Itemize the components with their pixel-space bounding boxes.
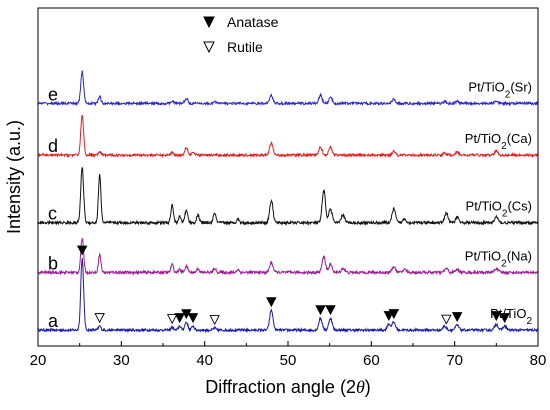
series-c-name: Pt/TiO2(Cs) bbox=[466, 199, 532, 220]
series-a-letter: a bbox=[48, 311, 59, 331]
series-e-letter: e bbox=[48, 84, 58, 104]
legend-rutile-label: Rutile bbox=[227, 39, 263, 55]
anatase-marker bbox=[315, 305, 326, 316]
x-tick-label: 80 bbox=[530, 352, 547, 369]
x-tick-label: 40 bbox=[196, 352, 213, 369]
rutile-marker bbox=[94, 313, 105, 324]
traces-layer bbox=[37, 70, 539, 334]
anatase-marker bbox=[187, 313, 199, 324]
x-axis-ticks: 20 30 40 50 60 70 80 bbox=[30, 341, 547, 369]
series-d-letter: d bbox=[48, 136, 58, 156]
phase-markers-layer bbox=[76, 245, 510, 326]
anatase-marker bbox=[388, 309, 400, 320]
y-axis-label: Intensity (a.u.) bbox=[4, 120, 24, 234]
rutile-marker bbox=[166, 314, 178, 325]
series-b-letter: b bbox=[48, 253, 58, 273]
anatase-marker bbox=[76, 245, 88, 256]
legend: Anatase Rutile bbox=[203, 14, 279, 55]
series-a-line bbox=[37, 257, 539, 334]
x-tick-label: 30 bbox=[113, 352, 130, 369]
x-tick-label: 50 bbox=[280, 352, 297, 369]
anatase-marker bbox=[266, 297, 277, 308]
x-axis-label: Diffraction angle (2θ) bbox=[205, 377, 371, 397]
legend-anatase-symbol bbox=[203, 16, 215, 29]
rutile-marker bbox=[441, 314, 452, 325]
series-c-line bbox=[37, 166, 539, 226]
legend-anatase-label: Anatase bbox=[227, 14, 279, 30]
anatase-marker bbox=[325, 305, 336, 316]
series-e-line bbox=[37, 70, 539, 107]
series-c-letter: c bbox=[48, 204, 57, 224]
anatase-marker bbox=[499, 313, 510, 324]
plot-frame bbox=[37, 7, 539, 347]
series-b-name: Pt/TiO2(Na) bbox=[465, 248, 532, 269]
anatase-marker bbox=[451, 312, 463, 323]
series-a-name: Pt/TiO2 bbox=[490, 306, 532, 327]
x-tick-label: 60 bbox=[363, 352, 380, 369]
series-d-line bbox=[37, 114, 539, 159]
x-tick-label: 20 bbox=[30, 352, 47, 369]
x-tick-label: 70 bbox=[446, 352, 463, 369]
legend-rutile-symbol bbox=[203, 41, 215, 54]
series-e-name: Pt/TiO2(Sr) bbox=[468, 79, 532, 100]
anatase-marker bbox=[174, 313, 185, 324]
series-b-line bbox=[37, 237, 539, 276]
series-d-name: Pt/TiO2(Ca) bbox=[465, 131, 532, 152]
anatase-marker bbox=[491, 311, 502, 322]
rutile-marker bbox=[209, 315, 220, 326]
curve-labels: a Pt/TiO2 b Pt/TiO2(Na) c Pt/TiO2(Cs) d Pt/TiO2… bbox=[48, 79, 532, 331]
